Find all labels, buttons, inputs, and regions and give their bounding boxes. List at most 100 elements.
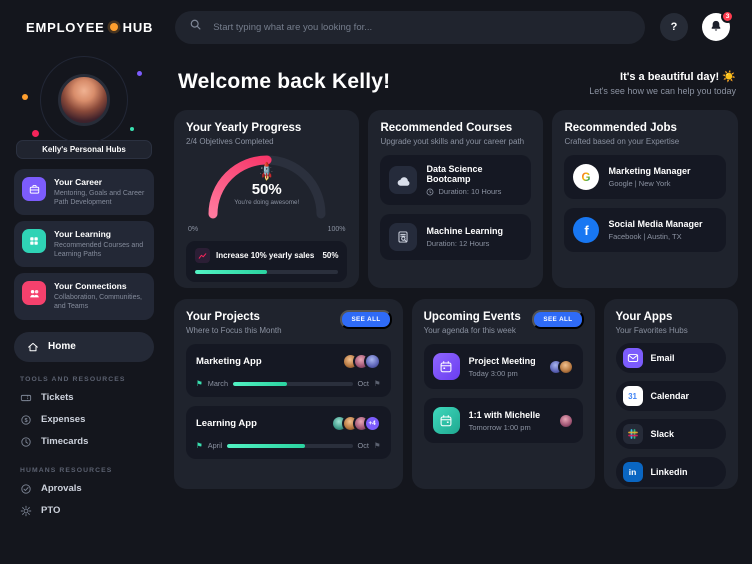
sun-emoji-icon: ☀️	[722, 71, 736, 83]
sidebar-item-pto[interactable]: PTO	[14, 500, 154, 522]
notifications-button[interactable]: 3	[702, 10, 734, 41]
bell-icon	[709, 19, 723, 36]
avatar-ring-decor	[40, 56, 128, 144]
avatar[interactable]	[58, 74, 110, 126]
logo-text-hub: HUB	[122, 19, 154, 35]
see-all-projects-button[interactable]: SEE ALL	[340, 310, 392, 329]
course-duration: Duration: 12 Hours	[426, 239, 490, 248]
card-title: Your Apps	[615, 311, 673, 323]
page-title: Welcome back Kelly!	[178, 70, 391, 93]
ticket-icon	[20, 392, 32, 404]
see-all-events-button[interactable]: SEE ALL	[532, 310, 584, 329]
course-item[interactable]: Data Science Bootcamp Duration: 10 Hours	[380, 155, 532, 205]
sidebar-item-timecards[interactable]: Timecards	[14, 431, 154, 453]
flag-end-icon: ⚑	[373, 378, 381, 388]
project-progress-fill	[233, 381, 287, 386]
chart-icon	[195, 248, 210, 263]
app-item-slack[interactable]: Slack	[615, 419, 726, 449]
facebook-icon: f	[573, 217, 600, 243]
clock-icon	[20, 436, 32, 448]
project-progress-track	[233, 381, 353, 386]
sidebar-item-aprovals[interactable]: Aprovals	[14, 478, 154, 500]
project-title: Marketing App	[196, 356, 262, 367]
sidebar-item-expenses[interactable]: $ Expenses	[14, 409, 154, 431]
project-start: March	[207, 379, 229, 388]
event-avatars	[557, 412, 574, 429]
slack-icon	[622, 424, 643, 444]
job-item[interactable]: f Social Media Manager Facebook | Austin…	[564, 208, 726, 252]
project-avatars	[341, 353, 381, 370]
greeting-subtitle: Let's see how we can help you today	[589, 86, 736, 96]
notification-badge: 3	[721, 10, 734, 23]
event-time: Today 3:00 pm	[468, 368, 518, 378]
hub-card-career[interactable]: Your Career Mentoring, Goals and Career …	[14, 169, 154, 216]
flag-start-icon: ⚑	[196, 440, 203, 450]
card-subtitle: Where to Focus this Month	[186, 326, 282, 335]
app-item-calendar[interactable]: 31 Calendar	[615, 381, 726, 411]
sidebar-item-tickets[interactable]: Tickets	[14, 387, 154, 409]
sidebar-item-label: Aprovals	[41, 483, 82, 495]
search-input[interactable]	[211, 20, 632, 34]
hub-card-connections[interactable]: Your Connections Collaboration, Communit…	[14, 273, 154, 320]
yearly-progress-card: Your Yearly Progress 2/4 Objetives Compl…	[174, 110, 360, 288]
app-label: Email	[650, 353, 675, 363]
job-item[interactable]: G Marketing Manager Google | New York	[564, 155, 726, 199]
calendar-icon	[432, 353, 460, 380]
decor-dot-red	[32, 130, 39, 137]
decor-dot-purple	[137, 71, 142, 76]
goal-item[interactable]: Increase 10% yearly sales 50%	[186, 241, 348, 282]
sun-icon	[20, 505, 32, 517]
decor-dot-teal	[130, 127, 134, 131]
decor-dot-orange	[22, 94, 28, 100]
greeting: It's a beautiful day! ☀️ Let's see how w…	[589, 70, 736, 96]
card-subtitle: Crafted based on your Expertise	[564, 137, 680, 146]
main-content: Welcome back Kelly! It's a beautiful day…	[168, 54, 752, 564]
section-humans-resources: HUMANS RESOURCES	[20, 466, 113, 474]
course-title: Data Science Bootcamp	[426, 164, 483, 184]
project-progress-track	[227, 443, 353, 448]
app-item-email[interactable]: Email	[615, 343, 726, 373]
event-item[interactable]: Project Meeting Today 3:00 pm	[423, 344, 583, 389]
project-item[interactable]: Marketing App ⚑ March Oct ⚑	[186, 344, 391, 397]
event-avatars	[547, 358, 574, 375]
sidebar-item-home[interactable]: Home	[14, 331, 154, 362]
hub-card-learning[interactable]: Your Learning Recommended Courses and Le…	[14, 221, 154, 268]
topbar: EMPLOYEE HUB ? 3	[0, 0, 752, 54]
logo-text-employee: EMPLOYEE	[26, 19, 105, 35]
project-avatars: +4	[330, 415, 381, 432]
hub-title: Your Learning	[54, 229, 111, 240]
app-item-linkedin[interactable]: in Linkedin	[615, 457, 726, 487]
project-end: Oct	[357, 379, 369, 388]
course-item[interactable]: Machine Learning Duration: 12 Hours	[380, 214, 532, 260]
gauge-percent: 50%	[251, 181, 282, 198]
help-button[interactable]: ?	[660, 13, 688, 41]
card-title: Your Yearly Progress	[186, 122, 302, 134]
briefcase-icon	[22, 177, 46, 201]
course-duration: Duration: 10 Hours	[438, 187, 502, 196]
people-icon	[22, 281, 46, 306]
event-title: Project Meeting	[468, 355, 536, 366]
cloud-icon	[389, 166, 418, 194]
sidebar-item-label: Expenses	[41, 414, 86, 426]
profile-area	[14, 56, 154, 144]
card-title: Upcoming Events	[423, 311, 521, 323]
search-bar[interactable]	[175, 10, 646, 44]
email-icon	[622, 348, 643, 368]
event-item[interactable]: 1:1 with Michelle Tomorrow 1:00 pm	[423, 398, 583, 443]
calendar-icon	[432, 407, 460, 434]
your-apps-card: Your Apps Your Favorites Hubs Email 31 C…	[603, 299, 738, 489]
gauge-min: 0%	[188, 226, 199, 233]
google-icon: G	[573, 164, 600, 190]
card-subtitle: Your Favorites Hubs	[615, 326, 688, 335]
project-title: Learning App	[196, 418, 257, 429]
avatar	[557, 358, 574, 375]
svg-text:G: G	[582, 172, 591, 184]
flag-end-icon: ⚑	[373, 440, 381, 450]
home-icon	[27, 341, 39, 353]
project-start: April	[207, 441, 223, 450]
calendar-31-icon: 31	[622, 386, 643, 406]
hub-desc: Recommended Courses and Learning Paths	[54, 242, 144, 259]
goal-label: Increase 10% yearly sales	[216, 251, 315, 260]
project-item[interactable]: Learning App +4 ⚑ April Oct ⚑	[186, 406, 391, 459]
home-label: Home	[48, 341, 76, 353]
